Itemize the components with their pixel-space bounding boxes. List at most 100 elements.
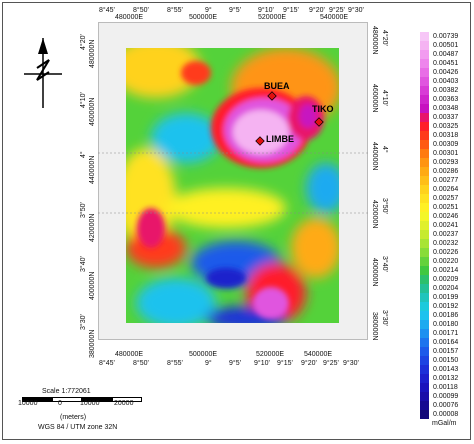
gridlines	[98, 152, 368, 214]
left-utm-label: 420000N	[89, 213, 96, 242]
legend-swatch	[420, 50, 429, 59]
top-deg-label: 9°15'	[283, 7, 299, 14]
legend-value: 0.00318	[433, 132, 459, 139]
left-deg-label: 3°50'	[80, 202, 87, 218]
scale-tick: 10000	[18, 400, 38, 407]
legend-entry: 0.00118	[420, 383, 472, 392]
tiko-marker	[314, 117, 324, 127]
legend-value: 0.00246	[433, 213, 459, 220]
legend-swatch	[420, 32, 429, 41]
legend-entry: 0.00246	[420, 212, 472, 221]
legend-entry: 0.00008	[420, 410, 472, 419]
bottom-deg-label: 9°10'	[254, 360, 270, 367]
left-deg-label: 4°10'	[80, 92, 87, 108]
right-deg-label: 3°40'	[381, 256, 388, 272]
bottom-deg-label: 8°45'	[99, 360, 115, 367]
legend-entry: 0.00318	[420, 131, 472, 140]
top-utm-label: 520000E	[258, 14, 287, 21]
top-deg-label: 8°50'	[133, 7, 149, 14]
legend-entry: 0.00180	[420, 320, 472, 329]
legend-swatch	[420, 284, 429, 293]
legend-value: 0.00204	[433, 285, 459, 292]
bottom-deg-label: 8°50'	[133, 360, 149, 367]
legend-value: 0.00257	[433, 195, 459, 202]
scale-tick: 10000	[80, 400, 100, 407]
legend-swatch	[420, 221, 429, 230]
legend-swatch	[420, 374, 429, 383]
legend-swatch	[420, 176, 429, 185]
legend-entry: 0.00099	[420, 392, 472, 401]
legend-value: 0.00008	[433, 411, 459, 418]
legend-entry: 0.00739	[420, 32, 472, 41]
legend-value: 0.00309	[433, 141, 459, 148]
legend-value: 0.00099	[433, 393, 459, 400]
legend-swatch	[420, 383, 429, 392]
legend-value: 0.00237	[433, 231, 459, 238]
legend-value: 0.00325	[433, 123, 459, 130]
legend-swatch	[420, 239, 429, 248]
legend-entry: 0.00426	[420, 68, 472, 77]
legend-swatch	[420, 365, 429, 374]
legend-value: 0.00199	[433, 294, 459, 301]
legend-swatch	[420, 320, 429, 329]
legend-entry: 0.00226	[420, 248, 472, 257]
legend-swatch	[420, 392, 429, 401]
legend-entry: 0.00257	[420, 194, 472, 203]
legend-entry: 0.00192	[420, 302, 472, 311]
gravity-gradient-map	[126, 48, 339, 323]
legend-entry: 0.00232	[420, 239, 472, 248]
legend-value: 0.00192	[433, 303, 459, 310]
legend-entry: 0.00164	[420, 338, 472, 347]
legend-swatch	[420, 293, 429, 302]
legend-entry: 0.00337	[420, 113, 472, 122]
right-deg-label: 3°30'	[381, 310, 388, 326]
legend-swatch	[420, 410, 429, 419]
scale-tick: 0	[58, 400, 62, 407]
top-deg-label: 8°55'	[167, 7, 183, 14]
legend-value: 0.00143	[433, 366, 459, 373]
legend-swatch	[420, 86, 429, 95]
legend-entry: 0.00325	[420, 122, 472, 131]
bottom-deg-label: 9°25'	[323, 360, 339, 367]
legend-value: 0.00264	[433, 186, 459, 193]
legend-swatch	[420, 329, 429, 338]
left-deg-label: 3°30'	[80, 314, 87, 330]
legend-value: 0.00739	[433, 33, 459, 40]
legend-entry: 0.00363	[420, 95, 472, 104]
legend-swatch	[420, 248, 429, 257]
right-utm-label: 440000N	[371, 142, 378, 171]
bottom-deg-label: 9°30'	[343, 360, 359, 367]
north-arrow-icon	[24, 38, 62, 108]
left-utm-label: 480000N	[89, 39, 96, 68]
top-deg-label: 9°5'	[229, 7, 241, 14]
legend-value: 0.00251	[433, 204, 459, 211]
top-utm-label: 500000E	[189, 14, 218, 21]
legend-entry: 0.00382	[420, 86, 472, 95]
legend-swatch	[420, 185, 429, 194]
legend-value: 0.00180	[433, 321, 459, 328]
buea-marker	[267, 91, 277, 101]
legend-entry: 0.00157	[420, 347, 472, 356]
legend-entry: 0.00220	[420, 257, 472, 266]
legend-entry: 0.00264	[420, 185, 472, 194]
legend-value: 0.00382	[433, 87, 459, 94]
legend-value: 0.00186	[433, 312, 459, 319]
legend-entry: 0.00209	[420, 275, 472, 284]
bottom-utm-label: 540000E	[304, 351, 333, 358]
legend-entry: 0.00132	[420, 374, 472, 383]
map-frame	[2, 2, 471, 440]
right-utm-label: 460000N	[371, 84, 378, 113]
legend-swatch	[420, 104, 429, 113]
top-deg-label: 9°10'	[258, 7, 274, 14]
legend-value: 0.00487	[433, 51, 459, 58]
top-deg-label: 9°25'	[329, 7, 345, 14]
place-label-limbe: LIMBE	[266, 134, 294, 144]
legend-entry: 0.00171	[420, 329, 472, 338]
legend-value: 0.00209	[433, 276, 459, 283]
legend-swatch	[420, 59, 429, 68]
projection-text: WGS 84 / UTM zone 32N	[38, 424, 118, 431]
left-deg-label: 4°	[80, 151, 87, 158]
legend-swatch	[420, 140, 429, 149]
legend-swatch	[420, 41, 429, 50]
right-utm-label: 400000N	[371, 258, 378, 287]
